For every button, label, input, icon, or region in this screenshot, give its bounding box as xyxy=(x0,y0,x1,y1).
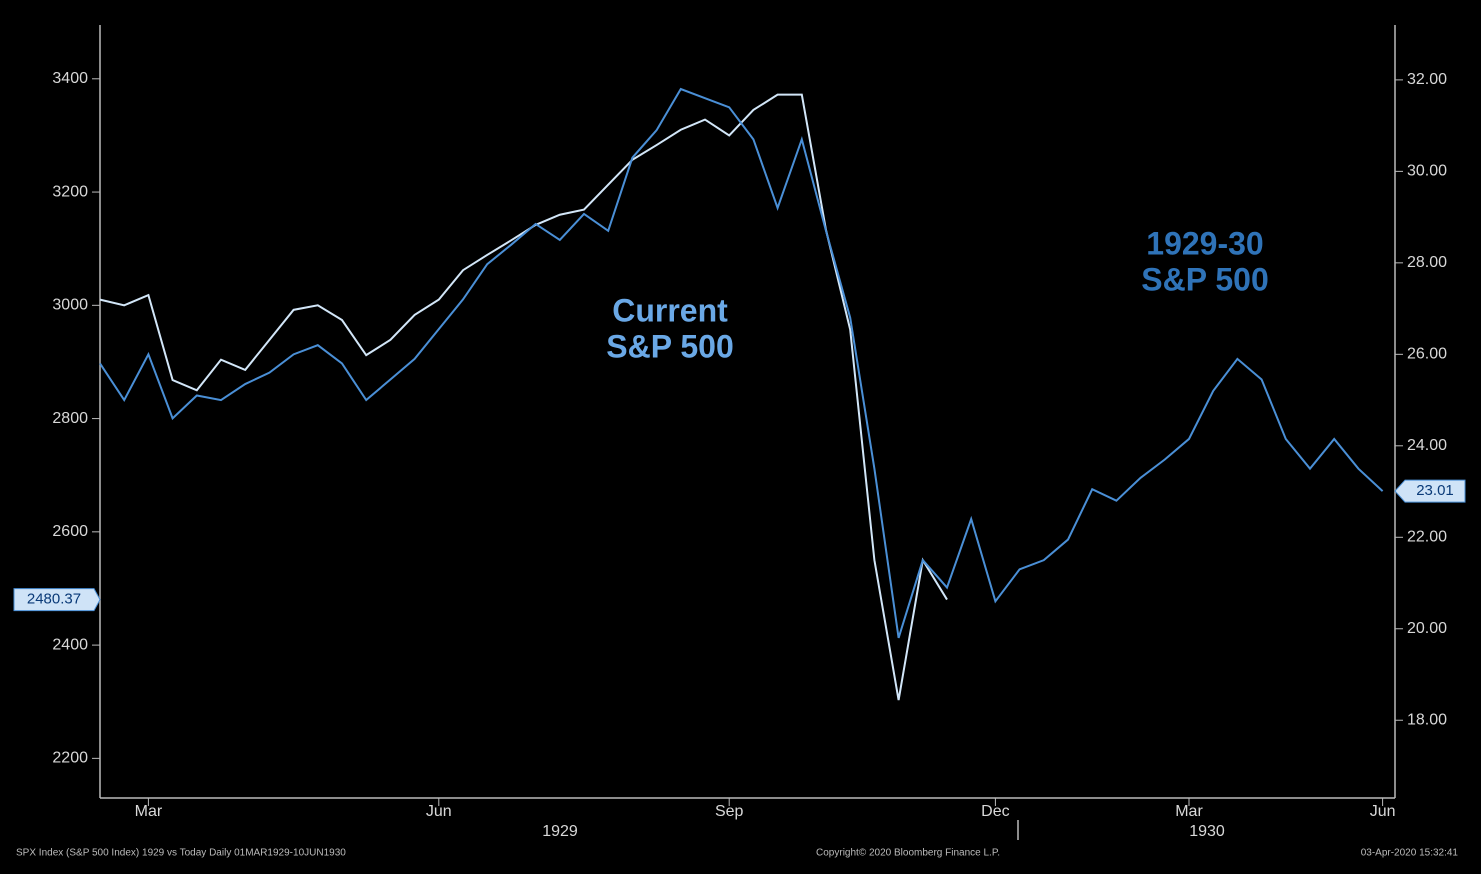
x-tick-label: Jun xyxy=(1370,803,1396,820)
series-line xyxy=(99,87,1384,639)
y-tick-label: 3400 xyxy=(52,70,88,87)
footer-right: 03-Apr-2020 15:32:41 xyxy=(1361,848,1459,859)
footer-center: Copyright© 2020 Bloomberg Finance L.P. xyxy=(816,848,1000,859)
y-tick-label: 2600 xyxy=(52,523,88,540)
x-tick-label: Mar xyxy=(1175,803,1203,820)
x-tick-label: Mar xyxy=(135,803,163,820)
y2-tick-label: 32.00 xyxy=(1407,71,1447,88)
year-label: 1929 xyxy=(542,823,578,840)
last-value-label: 2480.37 xyxy=(27,591,81,608)
last-value-tag xyxy=(1394,479,1466,503)
annotation: 1929-30 xyxy=(1146,225,1263,261)
tag-box xyxy=(1394,479,1466,503)
x-tick-label: Sep xyxy=(715,803,744,820)
annotation: Current xyxy=(612,292,728,328)
last-value-label: 23.01 xyxy=(1416,482,1454,499)
y-tick-label: 3000 xyxy=(52,297,88,314)
y-tick-label: 3200 xyxy=(52,183,88,200)
y-tick-label: 2200 xyxy=(52,750,88,767)
y-tick-label: 2400 xyxy=(52,636,88,653)
y2-tick-label: 20.00 xyxy=(1407,620,1447,637)
annotation: S&P 500 xyxy=(606,328,734,364)
annotation: S&P 500 xyxy=(1141,261,1269,297)
y2-tick-label: 30.00 xyxy=(1407,163,1447,180)
y2-tick-label: 24.00 xyxy=(1407,437,1447,454)
y-tick-label: 2800 xyxy=(52,410,88,427)
tag-box xyxy=(13,588,101,612)
y2-tick-label: 18.00 xyxy=(1407,711,1447,728)
y2-tick-label: 26.00 xyxy=(1407,346,1447,363)
year-label: 1930 xyxy=(1189,823,1225,840)
y2-tick-label: 28.00 xyxy=(1407,254,1447,271)
x-tick-label: Dec xyxy=(981,803,1009,820)
y2-tick-label: 22.00 xyxy=(1407,529,1447,546)
series-line xyxy=(99,93,948,701)
x-tick-label: Jun xyxy=(426,803,452,820)
footer-left: SPX Index (S&P 500 Index) 1929 vs Today … xyxy=(16,848,346,859)
last-value-tag xyxy=(13,588,101,612)
